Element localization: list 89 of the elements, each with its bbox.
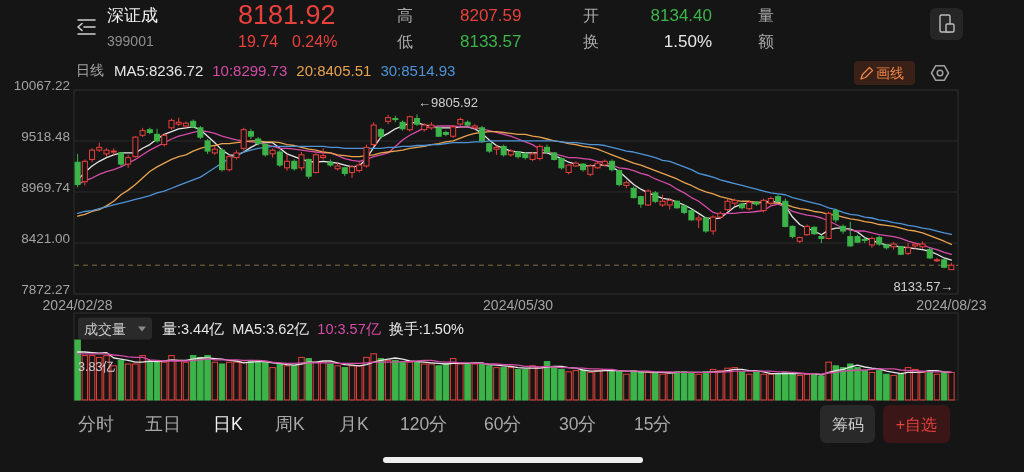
bar <box>406 361 414 401</box>
tab-label: 60分 <box>484 414 522 434</box>
bar <box>464 363 471 401</box>
button: 画线 <box>854 61 915 85</box>
bar <box>471 363 479 401</box>
tab-label: 月K <box>339 414 369 434</box>
text: 19.74 <box>238 32 279 50</box>
candlestick <box>132 135 139 159</box>
annotation: 8133.57→ <box>893 279 954 295</box>
bar <box>745 373 753 401</box>
bar <box>327 363 334 401</box>
candlestick <box>219 147 226 173</box>
bar <box>652 371 659 401</box>
tab-label: 30分 <box>559 414 597 434</box>
tab-label: 周K <box>275 414 305 434</box>
text: 8133.57 <box>460 31 522 51</box>
candlestick <box>240 127 247 151</box>
text: 8181.92 <box>238 0 336 30</box>
legend: 成交量 量:3.44亿 MA5:3.62亿 10:3.57亿 换手:1.50% <box>78 317 464 340</box>
text: 8207.59 <box>460 5 522 25</box>
subtitle: 399001 <box>107 33 154 49</box>
text: 额 <box>758 32 774 50</box>
text: 低 <box>397 32 413 50</box>
candlestick <box>74 153 81 188</box>
candlestick <box>370 121 377 147</box>
text: 1.50% <box>663 31 712 51</box>
tab-label: 120分 <box>400 414 448 434</box>
tab-label: 15分 <box>634 414 672 434</box>
bar <box>753 371 760 401</box>
bar <box>579 370 587 401</box>
text: 高 <box>397 6 413 24</box>
bar <box>211 361 219 401</box>
candlestick <box>933 257 940 263</box>
legend: 日线 MA5:8236.72 10:8299.73 20:8405.51 30:8514.93 <box>76 61 456 79</box>
title: 深证成 <box>107 5 158 25</box>
bar <box>897 373 905 401</box>
bar <box>695 373 702 401</box>
bar <box>825 361 832 401</box>
xtick: 2024/08/23 <box>916 297 987 313</box>
bar <box>305 358 312 401</box>
bar <box>334 365 341 401</box>
ytick: 7872.27 <box>21 281 70 297</box>
bar <box>291 365 298 401</box>
text: 量 <box>758 6 774 24</box>
bar <box>117 359 125 401</box>
tab-label: 日K <box>213 414 243 434</box>
text: 开 <box>583 6 599 24</box>
bar <box>269 367 276 401</box>
bar <box>384 359 392 401</box>
bar <box>702 371 710 401</box>
text: 换 <box>583 32 599 50</box>
bar <box>933 373 941 401</box>
xtick: 2024/02/28 <box>42 297 113 313</box>
bar <box>493 367 500 401</box>
xtick: 2024/05/30 <box>483 297 554 313</box>
bar <box>890 374 897 401</box>
legend-title-box: 成交量 <box>78 317 152 340</box>
button: 筹码 <box>820 405 875 443</box>
bar <box>507 367 515 401</box>
bar <box>926 370 933 401</box>
series-label: MA5:3.62亿 <box>232 320 310 337</box>
text: 0.24% <box>292 32 338 50</box>
bar <box>948 371 955 401</box>
legend-title: 成交量 <box>84 320 126 337</box>
tab-label: 五日 <box>145 414 181 434</box>
ytick: 10067.22 <box>13 77 70 93</box>
ytick: 9518.48 <box>21 128 70 144</box>
ytick: 8421.00 <box>21 230 70 246</box>
bar <box>298 356 305 401</box>
bar <box>218 363 226 401</box>
bar <box>276 363 284 401</box>
bar <box>644 371 652 401</box>
ytick: 8969.74 <box>21 179 70 195</box>
text: 8134.40 <box>650 5 712 25</box>
annotation: ←9805.92 <box>418 94 478 110</box>
series-label: 10:3.57亿 <box>317 320 381 337</box>
button: +自选 <box>883 405 950 443</box>
bar <box>623 373 630 401</box>
tab-label: 分时 <box>78 414 114 434</box>
bar <box>500 367 507 401</box>
bar <box>283 365 291 401</box>
bar <box>341 367 349 401</box>
bar <box>940 371 948 401</box>
bar <box>413 361 421 401</box>
bar <box>868 371 876 401</box>
candlestick <box>284 154 291 172</box>
candlestick <box>81 158 88 186</box>
bar <box>738 371 746 401</box>
candlestick <box>298 151 305 172</box>
